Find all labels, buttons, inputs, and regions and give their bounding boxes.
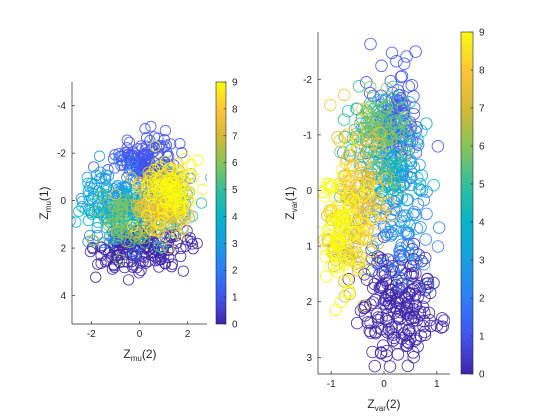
scatter-point bbox=[198, 184, 208, 194]
scatter-point bbox=[428, 179, 440, 191]
colorbar-tick-label: 7 bbox=[232, 131, 238, 142]
scatter-point bbox=[176, 251, 186, 261]
colorbar-tick-label: 8 bbox=[232, 104, 238, 115]
scatter-point bbox=[178, 266, 188, 276]
xlabel-right: Zvar(2) bbox=[367, 397, 400, 413]
xlabel-left: Zmu(2) bbox=[123, 347, 156, 363]
ylabel-left: Zmu(1) bbox=[37, 186, 53, 219]
scatter-point bbox=[432, 241, 444, 253]
scatter-point bbox=[50, 229, 60, 239]
colorbar-tick-label: 3 bbox=[232, 239, 238, 250]
colorbar-tick-label: 2 bbox=[479, 294, 485, 305]
scatter-point bbox=[334, 135, 346, 147]
colorbar-tick-label: 9 bbox=[232, 78, 238, 89]
scatter-point bbox=[432, 141, 444, 153]
colorbar-tick-label: 5 bbox=[232, 185, 238, 196]
colorbar-tick-label: 5 bbox=[479, 180, 485, 191]
scatter-point bbox=[325, 99, 337, 111]
scatter-point bbox=[411, 223, 423, 235]
y-tick-label: -1 bbox=[303, 130, 312, 141]
colorbar-tick-label: 1 bbox=[232, 293, 238, 304]
scatter-point bbox=[396, 70, 408, 82]
x-tick-label: 0 bbox=[381, 379, 387, 390]
scatter-point bbox=[353, 376, 365, 388]
scatter-point bbox=[401, 51, 413, 63]
colorbar-tick-label: 0 bbox=[479, 370, 485, 381]
scatter-point bbox=[351, 317, 363, 329]
scatter-point bbox=[57, 183, 67, 193]
scatter-point bbox=[365, 38, 377, 50]
scatter-point bbox=[146, 121, 156, 131]
scatter-point bbox=[369, 360, 381, 372]
ylabel-right: Zvar(1) bbox=[283, 186, 299, 219]
y-tick-label: 4 bbox=[60, 291, 66, 302]
colorbar-tick-label: 2 bbox=[232, 266, 238, 277]
scatter-point bbox=[330, 304, 342, 316]
colorbar-right: 0 1 2 3 4 5 6 7 8 9 bbox=[461, 28, 485, 381]
scatter-point bbox=[196, 198, 206, 208]
colorbar-tick-label: 6 bbox=[479, 142, 485, 153]
scatter-points-left bbox=[50, 121, 217, 285]
colorbar-tick-label: 8 bbox=[479, 66, 485, 77]
colorbar-tick-label: 7 bbox=[479, 104, 485, 115]
scatter-point bbox=[311, 226, 323, 238]
scatter-point bbox=[122, 135, 132, 145]
scatter-point bbox=[60, 209, 70, 219]
scatter-point bbox=[91, 272, 101, 282]
scatter-point bbox=[416, 170, 428, 182]
colorbar-tick-label: 9 bbox=[479, 28, 485, 39]
colorbar-tick-label: 1 bbox=[479, 332, 485, 343]
y-tick-label: -2 bbox=[57, 149, 66, 160]
scatter-point bbox=[361, 77, 373, 89]
scatter-points-right bbox=[311, 38, 450, 387]
y-tick-label: -4 bbox=[57, 101, 66, 112]
colorbar-tick-label: 3 bbox=[479, 256, 485, 267]
scatter-point bbox=[85, 246, 95, 256]
scatter-point bbox=[123, 275, 133, 285]
scatter-point bbox=[420, 234, 432, 246]
scatter-point bbox=[415, 222, 427, 234]
scatter-point bbox=[339, 276, 351, 288]
scatter-point bbox=[421, 208, 433, 220]
scatter-point bbox=[65, 216, 75, 226]
scatter-point bbox=[398, 58, 410, 70]
colorbar-left: 0 1 2 3 4 5 6 7 8 9 bbox=[216, 78, 238, 331]
scatter-point bbox=[410, 46, 422, 58]
x-tick-label: 1 bbox=[434, 379, 440, 390]
y-tick-label: 2 bbox=[306, 297, 312, 308]
y-tick-label: 3 bbox=[306, 353, 312, 364]
scatter-point bbox=[392, 349, 404, 361]
scatter-point bbox=[402, 360, 414, 372]
scatter-point bbox=[376, 60, 388, 72]
y-tick-label: 1 bbox=[306, 242, 312, 253]
scatter-point bbox=[353, 81, 365, 93]
y-tick-label: 2 bbox=[60, 244, 66, 255]
x-tick-label: 0 bbox=[137, 329, 143, 340]
y-tick-label: -2 bbox=[303, 75, 312, 86]
x-tick-label: 2 bbox=[185, 329, 191, 340]
scatter-point bbox=[320, 271, 332, 283]
x-tick-label: -2 bbox=[87, 329, 96, 340]
scatter-point bbox=[94, 151, 104, 161]
x-tick-label: -1 bbox=[327, 379, 336, 390]
y-tick-label: 0 bbox=[60, 196, 66, 207]
chart-right: -1 0 1 -2 -1 0 1 2 3 Zvar(2) Zvar(1) 0 1 2 3 4 5 6 7 8 9 bbox=[283, 28, 485, 414]
scatter-point bbox=[433, 222, 445, 234]
y-tick-label: 0 bbox=[306, 186, 312, 197]
scatter-point bbox=[384, 361, 396, 373]
scatter-point bbox=[362, 317, 374, 329]
scatter-point bbox=[338, 89, 350, 101]
colorbar-tick-label: 4 bbox=[479, 218, 485, 229]
colorbar-tick-label: 6 bbox=[232, 158, 238, 169]
colorbar-tick-label: 0 bbox=[232, 320, 238, 331]
scatter-point bbox=[206, 173, 216, 183]
colorbar-tick-label: 4 bbox=[232, 212, 238, 223]
chart-left: -2 0 2 -4 -2 0 2 4 Zmu(2) Zmu(1) 0 1 2 3 4 5 6 7 8 9 bbox=[37, 78, 238, 364]
